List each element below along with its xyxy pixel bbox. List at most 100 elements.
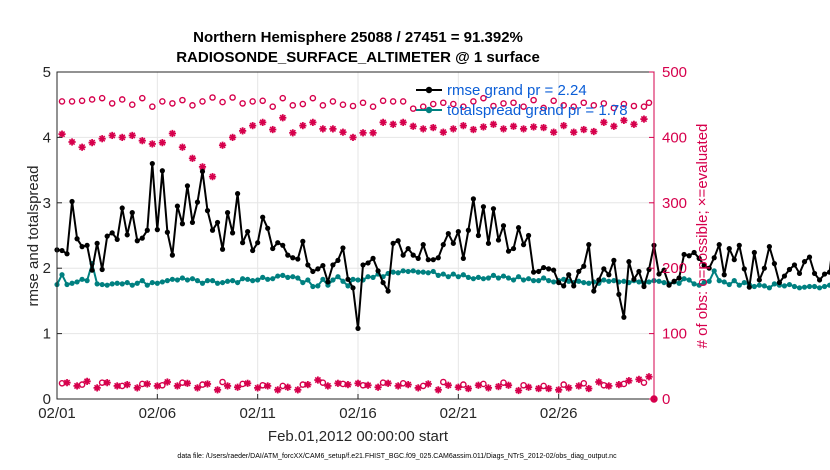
legend-rmse-label: rmse grand pr = 2.24 (447, 82, 587, 99)
rmse-point (189, 219, 196, 226)
totalspread-point (430, 268, 436, 275)
obs-evaluated-marker (58, 130, 66, 138)
rmse-point (541, 264, 547, 271)
totalspread-point (500, 273, 507, 279)
totalspread-point (235, 279, 241, 286)
rmse-point (265, 225, 271, 231)
obs-evaluated-marker (439, 128, 447, 136)
obs-evaluated-marker (545, 384, 553, 393)
totalspread-point (395, 270, 401, 276)
obs-possible-marker (460, 103, 467, 110)
totalspread-point (370, 274, 376, 280)
obs-possible-marker (319, 102, 327, 109)
x-tick-label: 02/21 (440, 405, 478, 422)
totalspread-point (741, 279, 747, 286)
rmse-point (480, 204, 487, 210)
totalspread-point (285, 274, 291, 280)
totalspread-point (280, 272, 286, 278)
totalspread-point (119, 281, 125, 287)
rmse-point (214, 219, 221, 226)
rmse-point (686, 253, 692, 259)
totalspread-point (255, 277, 261, 283)
obs-possible-marker (88, 96, 96, 103)
totalspread-point (420, 269, 426, 275)
totalspread-point (310, 283, 316, 290)
rmse-point (696, 255, 702, 261)
rmse-point (390, 240, 396, 246)
totalspread-point (515, 274, 522, 280)
obs-possible-marker (149, 103, 156, 110)
totalspread-point (199, 280, 206, 286)
rmse-point (209, 227, 216, 233)
totalspread-point (736, 282, 742, 288)
obs-possible-marker (389, 98, 397, 105)
rmse-point (721, 272, 727, 278)
obs-evaluated-marker (349, 133, 357, 141)
obs-possible-marker (630, 102, 638, 110)
rmse-point (470, 196, 476, 202)
y-tick-label: 5 (43, 64, 51, 81)
rmse-point (144, 227, 150, 233)
totalspread-point (350, 276, 356, 282)
obs-evaluated-marker (640, 115, 648, 123)
obs-possible-marker (68, 98, 76, 105)
totalspread-point (94, 281, 100, 287)
obs-possible-marker (108, 100, 116, 107)
rmse-point (199, 168, 206, 175)
obs-possible-marker (540, 104, 547, 112)
totalspread-point (290, 274, 296, 280)
obs-evaluated-marker (183, 379, 192, 387)
rmse-point (806, 254, 813, 260)
totalspread-point (676, 280, 682, 286)
rmse-point (566, 272, 572, 278)
y2-tick-label: 200 (662, 260, 687, 277)
obs-evaluated-marker (570, 128, 578, 136)
totalspread-point (806, 283, 813, 290)
obs-evaluated-marker (108, 131, 116, 140)
rmse-point (706, 265, 712, 271)
obs-evaluated-marker (605, 382, 613, 390)
totalspread-point (109, 281, 115, 287)
totalspread-point (546, 278, 552, 284)
obs-evaluated-marker (93, 384, 101, 392)
totalspread-point (696, 282, 702, 288)
totalspread-point (826, 282, 830, 288)
rmse-point (596, 277, 602, 283)
totalspread-point (79, 276, 85, 282)
totalspread-point (209, 278, 216, 284)
rmse-point (536, 268, 542, 275)
obs-possible-marker (560, 102, 567, 109)
rmse-point (119, 205, 125, 211)
totalspread-point (460, 272, 466, 278)
obs-evaluated-marker (555, 386, 563, 394)
rmse-point (485, 240, 492, 246)
obs-possible-marker (409, 105, 417, 112)
obs-evaluated-marker (494, 382, 503, 391)
obs-evaluated-marker (264, 382, 272, 390)
rmse-point (796, 270, 803, 277)
rmse-point (546, 266, 552, 272)
rmse-point (235, 191, 241, 197)
obs-evaluated-marker (334, 379, 342, 387)
rmse-point (300, 238, 306, 244)
obs-evaluated-marker (289, 129, 297, 137)
obs-evaluated-marker (319, 125, 327, 133)
rmse-point (219, 246, 226, 252)
obs-evaluated-marker (524, 383, 533, 391)
rmse-point (154, 227, 160, 233)
obs-possible-marker (530, 96, 537, 104)
rmse-point (400, 252, 406, 258)
obs-evaluated-marker (645, 373, 653, 381)
totalspread-point (169, 276, 175, 282)
totalspread-point (335, 274, 341, 280)
obs-evaluated-marker (580, 125, 588, 134)
rmse-point (149, 160, 155, 167)
rmse-point (129, 210, 135, 216)
rmse-point (425, 257, 431, 263)
totalspread-point (224, 278, 231, 284)
rmse-point (656, 271, 662, 277)
rmse-point (445, 230, 451, 237)
obs-evaluated-marker (274, 386, 282, 394)
obs-evaluated-marker (459, 122, 467, 130)
rmse-point (616, 291, 622, 297)
